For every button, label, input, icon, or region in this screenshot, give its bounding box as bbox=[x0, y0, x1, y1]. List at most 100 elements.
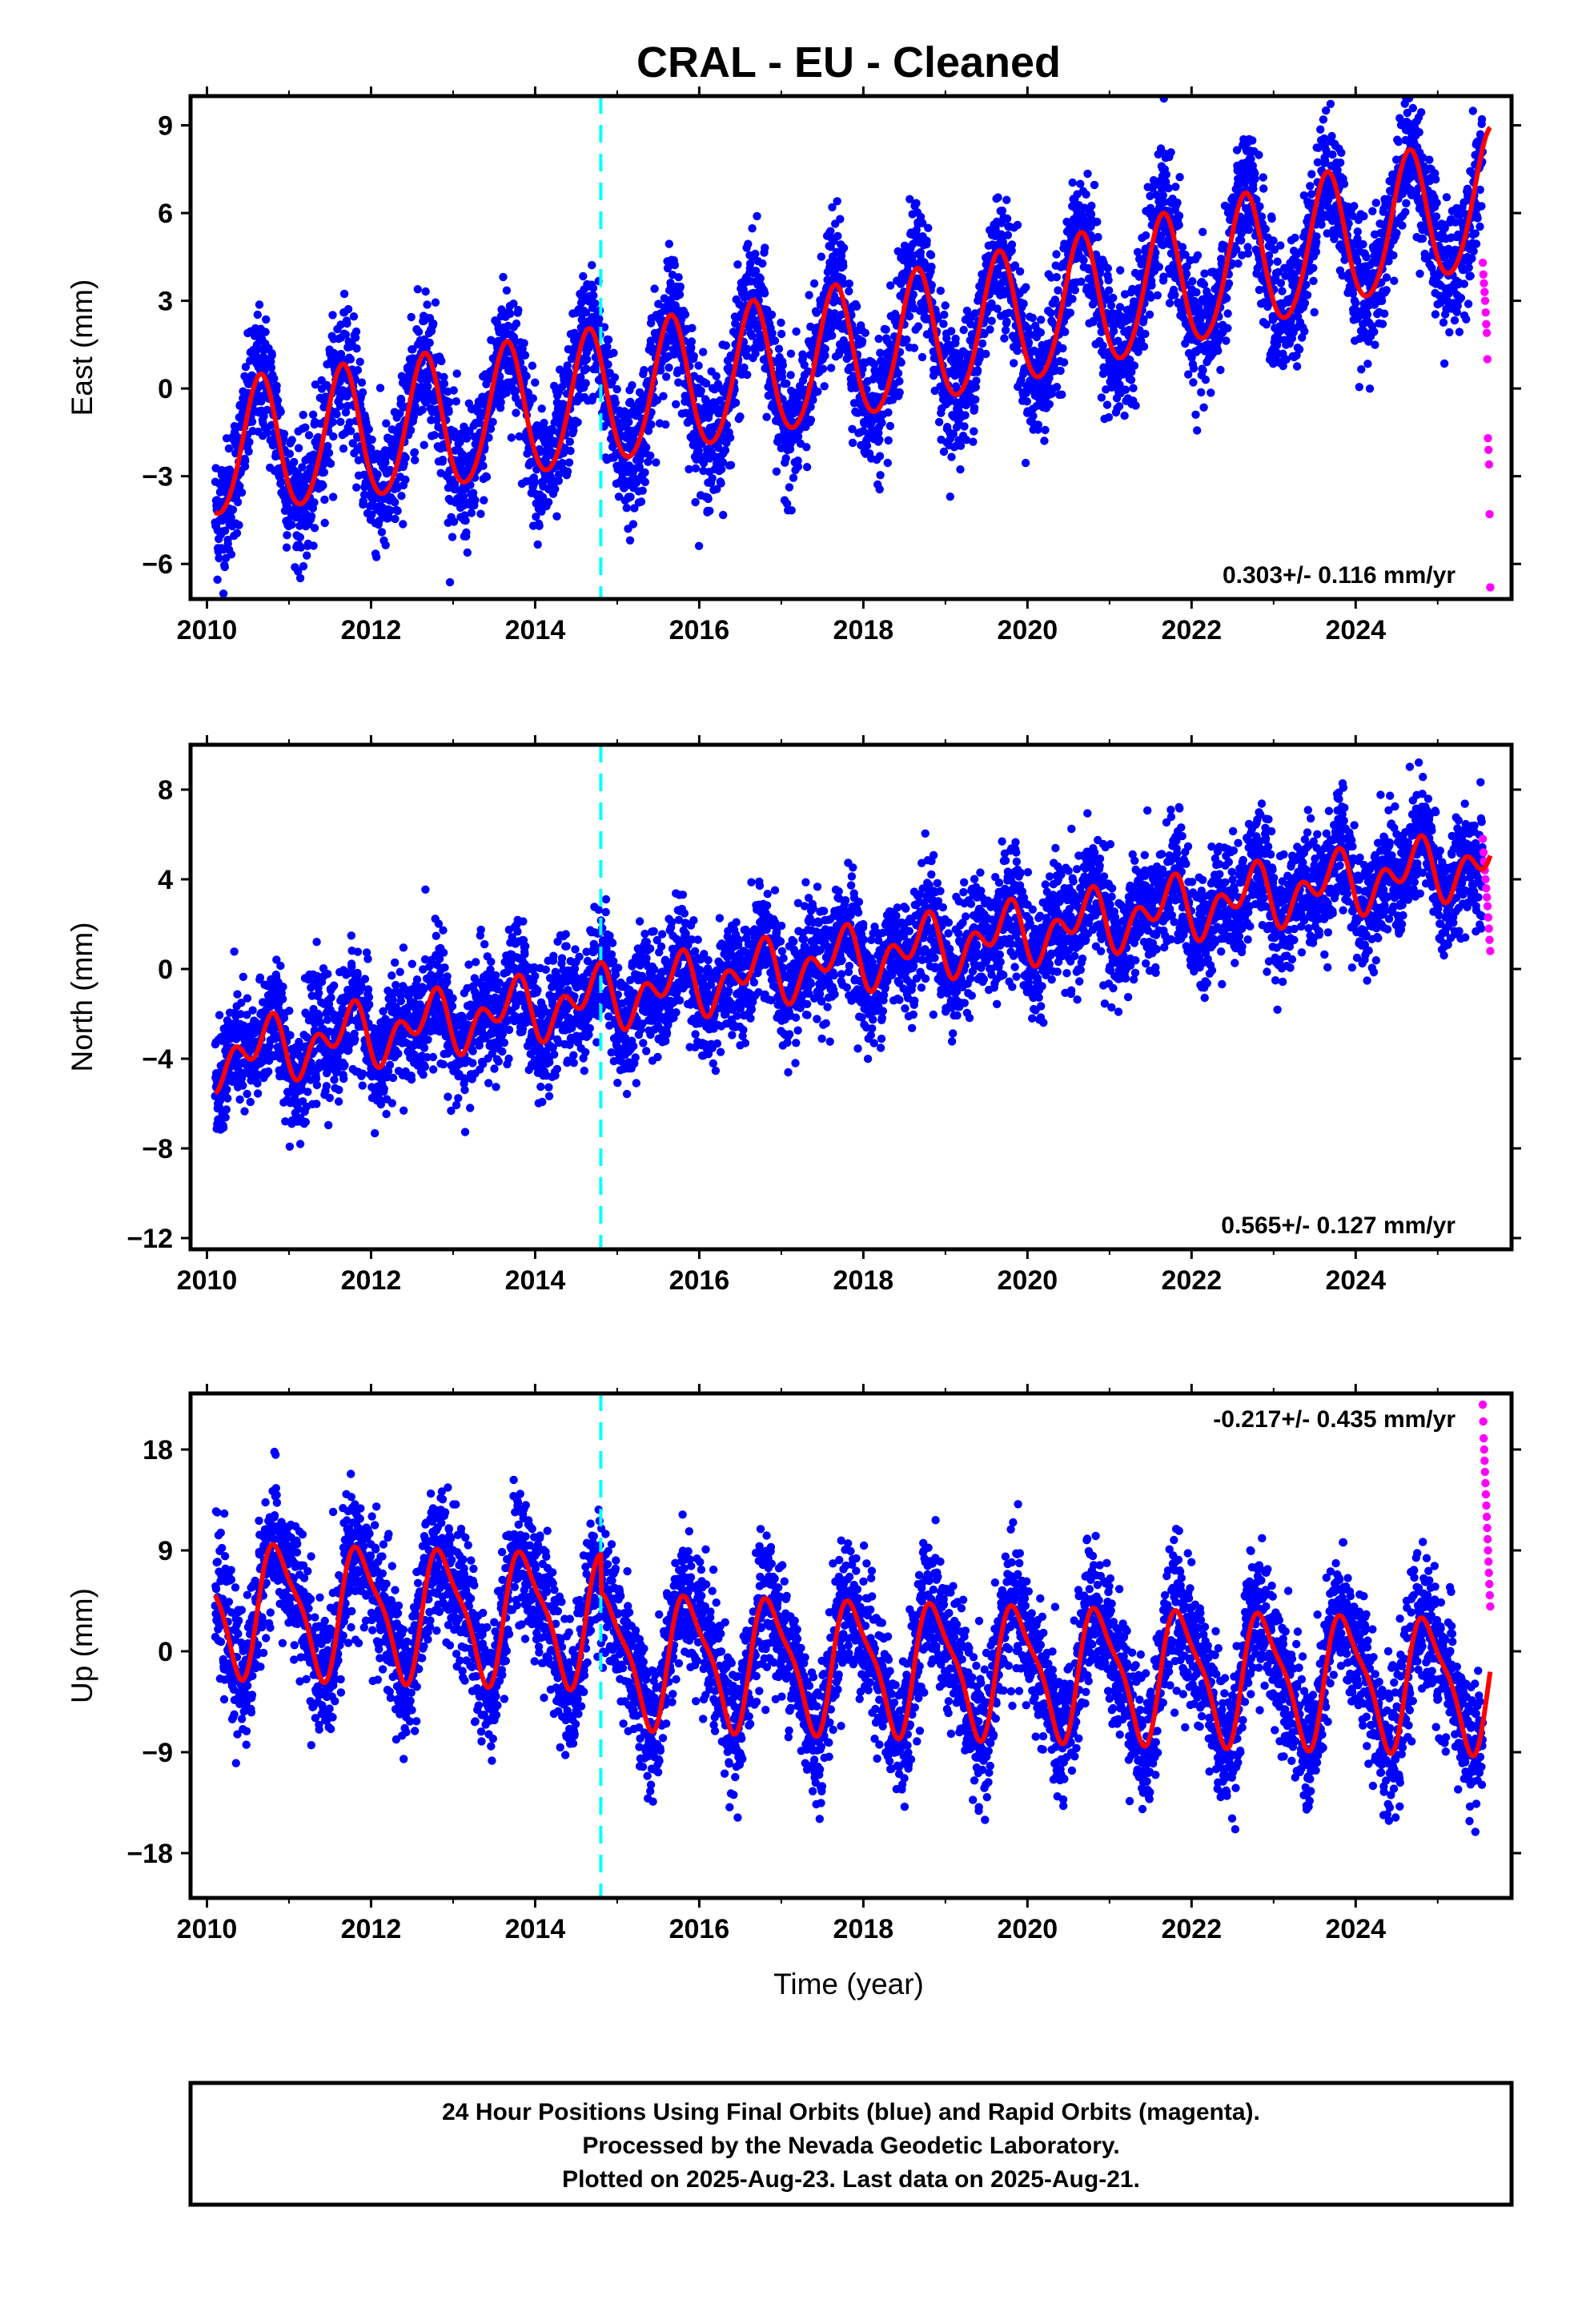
final-orbit-point bbox=[514, 305, 523, 315]
final-orbit-point bbox=[897, 358, 905, 367]
final-orbit-point bbox=[295, 573, 305, 583]
final-orbit-point bbox=[1052, 250, 1061, 259]
final-orbit-point bbox=[267, 351, 276, 360]
final-orbit-point bbox=[358, 388, 367, 397]
final-orbit-point bbox=[263, 405, 271, 414]
final-orbit-point bbox=[341, 330, 350, 339]
final-orbit-point bbox=[512, 408, 520, 417]
final-orbit-point bbox=[721, 446, 730, 455]
final-orbit-point bbox=[604, 360, 612, 369]
final-orbit-point bbox=[1214, 346, 1223, 356]
final-orbit-point bbox=[884, 408, 893, 417]
final-orbit-point bbox=[1052, 272, 1062, 282]
final-orbit-point bbox=[744, 239, 753, 248]
final-orbit-point bbox=[509, 300, 518, 308]
final-orbit-point bbox=[351, 333, 360, 342]
final-orbit-point bbox=[777, 318, 785, 328]
final-orbit-point bbox=[349, 312, 359, 321]
final-orbit-point bbox=[946, 493, 955, 501]
final-orbit-point bbox=[1310, 308, 1319, 317]
final-orbit-point bbox=[381, 458, 390, 467]
final-orbit-point bbox=[1295, 345, 1304, 354]
final-orbit-point bbox=[538, 493, 548, 502]
final-orbit-point bbox=[401, 475, 410, 485]
final-orbit-point bbox=[1164, 183, 1173, 193]
final-orbit-point bbox=[235, 481, 244, 491]
final-orbit-point bbox=[743, 370, 752, 380]
final-orbit-point bbox=[357, 378, 367, 387]
final-orbit-point bbox=[939, 447, 949, 456]
final-orbit-point bbox=[1002, 317, 1011, 326]
final-orbit-point bbox=[762, 412, 771, 421]
final-orbit-point bbox=[546, 472, 556, 481]
final-orbit-point bbox=[704, 494, 713, 504]
final-orbit-point bbox=[471, 496, 480, 505]
final-orbit-point bbox=[228, 505, 238, 514]
final-orbit-point bbox=[772, 467, 781, 476]
final-orbit-point bbox=[414, 328, 424, 336]
final-orbit-point bbox=[644, 426, 653, 436]
final-orbit-point bbox=[1178, 243, 1187, 251]
final-orbit-point bbox=[295, 533, 304, 542]
final-orbit-point bbox=[1306, 182, 1315, 191]
final-orbit-point bbox=[733, 260, 742, 269]
final-orbit-point bbox=[343, 304, 353, 314]
final-orbit-point bbox=[563, 361, 572, 370]
final-orbit-point bbox=[659, 392, 668, 400]
final-orbit-point bbox=[1174, 220, 1183, 230]
final-orbit-point bbox=[662, 372, 671, 381]
final-orbit-point bbox=[299, 561, 308, 571]
final-orbit-point bbox=[300, 476, 309, 485]
final-orbit-point bbox=[833, 231, 842, 240]
east-panel: 2010 2012 2014 2016 2018 2020 2022 2024−6−30369… bbox=[66, 83, 1521, 645]
final-orbit-point bbox=[1153, 291, 1162, 300]
final-orbit-point bbox=[1070, 286, 1080, 295]
final-orbit-point bbox=[220, 526, 230, 535]
final-orbit-point bbox=[502, 286, 512, 295]
final-orbit-point bbox=[328, 417, 337, 427]
final-orbit-point bbox=[758, 259, 767, 268]
final-orbit-point bbox=[893, 368, 903, 378]
final-orbit-point bbox=[650, 284, 659, 293]
final-orbit-point bbox=[895, 376, 904, 386]
final-orbit-point bbox=[694, 361, 703, 370]
final-orbit-point bbox=[1129, 384, 1138, 392]
final-orbit-point bbox=[335, 401, 345, 411]
final-orbit-point bbox=[1121, 385, 1130, 394]
final-orbit-point bbox=[556, 365, 564, 374]
final-orbit-point bbox=[399, 520, 408, 529]
final-orbit-point bbox=[1103, 263, 1113, 273]
final-orbit-point bbox=[287, 521, 296, 529]
final-orbit-point bbox=[267, 363, 276, 372]
final-orbit-point bbox=[1278, 287, 1287, 296]
final-orbit-point bbox=[665, 363, 673, 372]
final-orbit-point bbox=[1319, 115, 1328, 124]
final-orbit-point bbox=[883, 458, 893, 468]
final-orbit-point bbox=[646, 451, 655, 460]
final-orbit-point bbox=[939, 320, 948, 328]
final-orbit-point bbox=[665, 239, 673, 248]
final-orbit-point bbox=[353, 366, 363, 375]
final-orbit-point bbox=[285, 449, 295, 458]
final-orbit-point bbox=[423, 375, 432, 384]
final-orbit-point bbox=[694, 541, 704, 550]
final-orbit-point bbox=[793, 462, 803, 471]
final-orbit-point bbox=[1235, 83, 1243, 91]
final-orbit-point bbox=[1120, 411, 1129, 420]
figure-title: CRAL - EU - Cleaned bbox=[636, 38, 1061, 86]
final-orbit-point bbox=[876, 471, 885, 480]
final-orbit-point bbox=[836, 215, 845, 223]
final-orbit-point bbox=[565, 437, 574, 446]
final-orbit-point bbox=[821, 344, 830, 353]
final-orbit-point bbox=[1098, 341, 1107, 350]
final-orbit-point bbox=[969, 437, 978, 446]
final-orbit-point bbox=[290, 606, 298, 614]
final-orbit-point bbox=[862, 441, 872, 450]
final-orbit-point bbox=[462, 434, 472, 443]
final-orbit-point bbox=[947, 452, 956, 461]
final-orbit-point bbox=[588, 392, 597, 401]
final-orbit-point bbox=[336, 417, 345, 426]
final-orbit-point bbox=[582, 355, 592, 364]
final-orbit-point bbox=[922, 236, 931, 245]
final-orbit-point bbox=[235, 521, 243, 529]
